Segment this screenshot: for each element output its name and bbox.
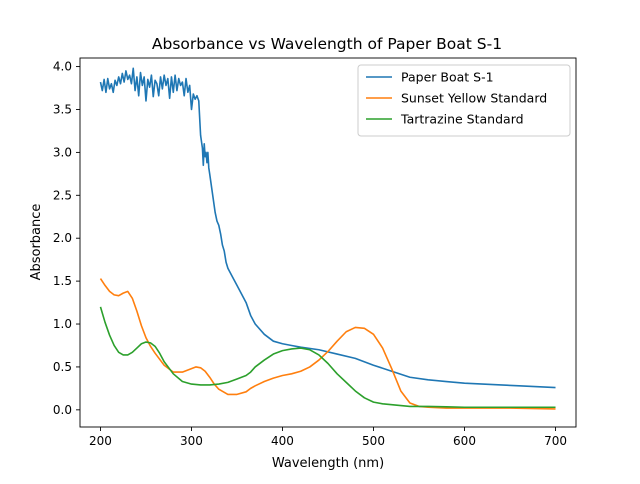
- plot-frame: [79, 57, 577, 428]
- x-tick-label: 300: [180, 434, 203, 448]
- y-tick-label: 2.5: [53, 188, 72, 202]
- series-line-3: [99, 306, 556, 409]
- y-tick-label: 4.0: [53, 60, 72, 74]
- legend-label-1: Paper Boat S-1: [401, 70, 494, 85]
- y-tick-label: 0.0: [53, 403, 72, 417]
- y-tick-label: 3.0: [53, 145, 72, 159]
- y-tick-label: 2.0: [53, 231, 72, 245]
- x-tick-label: 500: [362, 434, 385, 448]
- x-tick-label: 400: [271, 434, 294, 448]
- y-tick-label: 3.5: [53, 102, 72, 116]
- x-tick-label: 200: [89, 434, 112, 448]
- axes-layer: 200 300 400 500 600 700 0.0 0.5 1.0 1.5 2.0 2.5 3.0 3…: [53, 57, 577, 448]
- y-axis-label: Absorbance: [29, 204, 44, 281]
- x-tick-label: 700: [544, 434, 567, 448]
- x-tick-label: 600: [453, 434, 476, 448]
- legend-box: [357, 64, 571, 137]
- chart-title: Absorbance vs Wavelength of Paper Boat S…: [152, 35, 502, 53]
- legend: Paper Boat S-1 Sunset Yellow Standard Tart…: [357, 64, 571, 137]
- series-layer: [99, 67, 556, 410]
- y-tick-label: 0.5: [53, 360, 72, 374]
- y-tick-label: 1.5: [53, 274, 72, 288]
- x-axis-label: Wavelength (nm): [272, 456, 384, 471]
- y-tick-label: 1.0: [53, 317, 72, 331]
- legend-label-3: Tartrazine Standard: [400, 112, 524, 127]
- legend-label-2: Sunset Yellow Standard: [401, 91, 547, 106]
- series-line-1: [99, 67, 556, 389]
- series-line-2: [99, 278, 556, 410]
